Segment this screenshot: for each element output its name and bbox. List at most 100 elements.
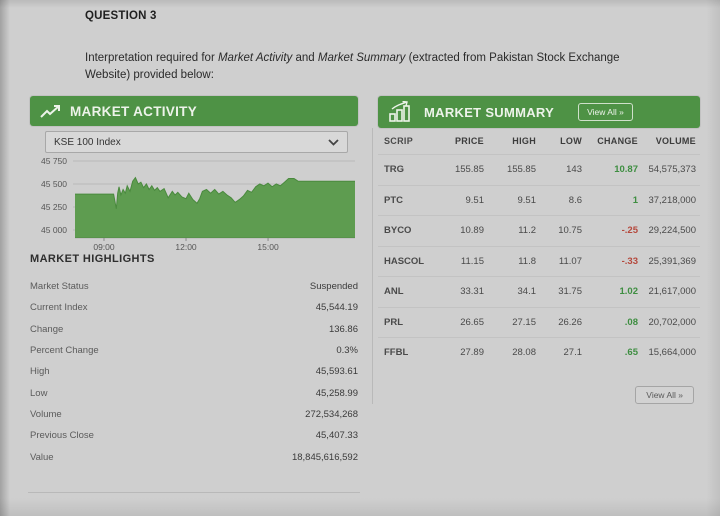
cell-volume: 29,224,500 [648, 225, 696, 237]
cell-change: -.33 [621, 255, 638, 267]
cell-price: 11.15 [460, 255, 484, 267]
chevron-down-icon [328, 138, 339, 146]
highlight-label: High [30, 366, 50, 378]
market-highlights-title: MARKET HIGHLIGHTS [30, 253, 155, 265]
cell-high: 9.51 [517, 194, 537, 206]
highlight-label: Previous Close [30, 430, 94, 442]
question-block: QUESTION 3 Interpretation required for M… [85, 10, 645, 84]
cell-high: 11.8 [518, 255, 536, 267]
cell-high: 28.08 [512, 347, 536, 359]
highlight-label: Current Index [30, 302, 88, 314]
cell-high: 27.15 [512, 316, 536, 328]
highlight-label: Change [30, 323, 64, 335]
highlight-label: Volume [30, 408, 62, 420]
table-row[interactable]: PTC 9.51 9.51 8.6 1 37,218,000 [378, 184, 700, 216]
highlight-row: Change 136.86 [30, 319, 358, 340]
highlight-value: 45,258.99 [315, 387, 358, 399]
col-change: CHANGE [597, 136, 638, 146]
highlight-label: Market Status [30, 281, 89, 293]
svg-text:12:00: 12:00 [175, 242, 197, 252]
highlight-value: 18,845,616,592 [291, 451, 358, 463]
highlight-row: Current Index 45,544.19 [30, 297, 358, 318]
highlight-label: Percent Change [30, 345, 99, 357]
cell-change: 1 [632, 194, 638, 206]
table-footer: View All » [378, 368, 700, 404]
svg-text:45 500: 45 500 [41, 179, 67, 189]
cell-low: 27.1 [563, 347, 583, 359]
table-row[interactable]: ANL 33.31 34.1 31.75 1.02 21,617,000 [378, 276, 700, 307]
svg-text:09:00: 09:00 [93, 242, 115, 252]
cell-volume: 15,664,000 [648, 347, 696, 359]
question-text: Interpretation required for Market Activ… [85, 52, 620, 81]
cell-price: 26.65 [460, 316, 484, 328]
cell-scrip: PTC [384, 194, 403, 206]
svg-text:45 750: 45 750 [41, 156, 67, 166]
table-header-row: SCRIP PRICE HIGH LOW CHANGE VOLUME [378, 128, 700, 154]
cell-low: 143 [566, 164, 582, 176]
cell-low: 10.75 [558, 225, 582, 237]
market-activity-header: MARKET ACTIVITY [30, 96, 358, 126]
highlight-row: Value 18,845,616,592 [30, 446, 358, 467]
highlight-value: 45,544.19 [315, 302, 358, 314]
cell-change: 1.02 [619, 286, 639, 298]
kse-index-chart: 45 750 45 500 45 250 45 000 09:00 12:00 15:00 [30, 155, 358, 253]
table-body: TRG 155.85 155.85 143 10.87 54,575,373 P… [378, 154, 700, 368]
cell-price: 155.85 [454, 164, 484, 176]
highlight-label: Value [30, 451, 54, 463]
market-summary-table: SCRIP PRICE HIGH LOW CHANGE VOLUME TRG 1… [372, 128, 700, 404]
highlight-row: High 45,593.61 [30, 361, 358, 382]
col-scrip: SCRIP [384, 136, 414, 146]
table-row[interactable]: FFBL 27.89 28.08 27.1 .65 15,664,000 [378, 337, 700, 368]
cell-scrip: ANL [384, 286, 404, 298]
cell-scrip: BYCO [384, 225, 412, 237]
highlight-value: 272,534,268 [305, 408, 358, 420]
svg-text:45 250: 45 250 [41, 202, 67, 212]
highlight-label: Low [30, 387, 48, 399]
col-high: HIGH [512, 136, 536, 146]
market-activity-title: MARKET ACTIVITY [70, 103, 197, 119]
divider [28, 492, 360, 493]
cell-price: 10.89 [460, 225, 484, 237]
svg-text:45 000: 45 000 [41, 225, 67, 235]
highlight-value: 136.86 [328, 323, 358, 335]
cell-high: 11.2 [518, 225, 536, 237]
highlight-value: Suspended [309, 281, 358, 293]
cell-price: 33.31 [460, 286, 484, 298]
view-all-button-bottom[interactable]: View All » [635, 385, 694, 404]
svg-text:15:00: 15:00 [257, 242, 279, 252]
table-row[interactable]: HASCOL 11.15 11.8 11.07 -.33 25,391,369 [378, 245, 700, 277]
cell-scrip: FFBL [384, 347, 409, 359]
market-summary-header: MARKET SUMMARY View All » [378, 96, 700, 128]
table-row[interactable]: PRL 26.65 27.15 26.26 .08 20,702,000 [378, 306, 700, 338]
highlight-row: Market Status Suspended [30, 276, 358, 297]
cell-change: 10.87 [614, 164, 638, 176]
cell-high: 34.1 [517, 286, 537, 298]
col-low: LOW [560, 136, 582, 146]
cell-high: 155.85 [506, 164, 536, 176]
cell-price: 9.51 [465, 194, 485, 206]
table-row[interactable]: TRG 155.85 155.85 143 10.87 54,575,373 [378, 154, 700, 185]
cell-volume: 21,617,000 [648, 286, 696, 298]
question-title: QUESTION 3 [85, 10, 157, 22]
cell-volume: 54,575,373 [648, 164, 696, 176]
cell-volume: 37,218,000 [648, 194, 696, 206]
highlight-row: Low 45,258.99 [30, 382, 358, 403]
cell-low: 8.6 [568, 194, 582, 206]
cell-volume: 25,391,369 [648, 255, 696, 267]
bar-chart-icon [388, 101, 414, 123]
market-summary-title: MARKET SUMMARY [424, 104, 555, 120]
index-select[interactable]: KSE 100 Index [45, 131, 348, 153]
view-all-button-top[interactable]: View All » [578, 103, 633, 121]
cell-change: .08 [624, 316, 638, 328]
cell-scrip: HASCOL [384, 255, 425, 267]
highlight-value: 45,593.61 [315, 366, 358, 378]
cell-change: .65 [624, 347, 638, 359]
table-row[interactable]: BYCO 10.89 11.2 10.75 -.25 29,224,500 [378, 215, 700, 246]
highlight-value: 0.3% [336, 345, 358, 357]
cell-low: 26.26 [558, 316, 582, 328]
col-price: PRICE [454, 136, 484, 146]
highlight-row: Previous Close 45,407.33 [30, 425, 358, 446]
cell-scrip: PRL [384, 316, 403, 328]
cell-volume: 20,702,000 [648, 316, 696, 328]
